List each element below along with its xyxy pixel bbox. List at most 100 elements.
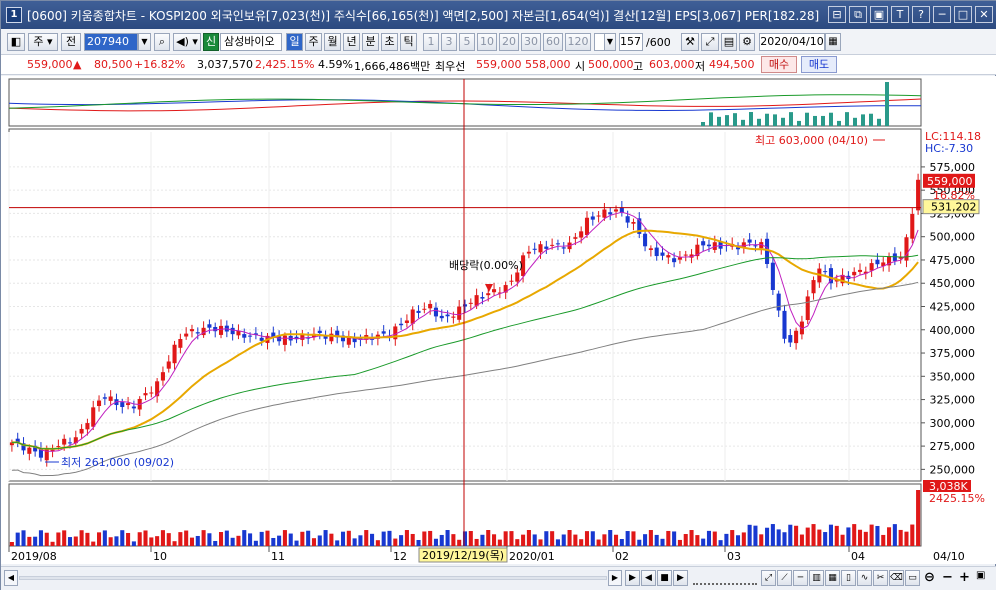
- candle-body[interactable]: [683, 254, 688, 256]
- candle-body[interactable]: [195, 332, 200, 334]
- candle-body[interactable]: [213, 326, 218, 332]
- volume-bar[interactable]: [102, 530, 107, 546]
- candle-body[interactable]: [21, 443, 26, 451]
- candle-body[interactable]: [317, 330, 322, 334]
- candle-body[interactable]: [613, 209, 619, 212]
- candle-body[interactable]: [457, 306, 462, 320]
- candle-body[interactable]: [823, 271, 828, 273]
- volume-bar[interactable]: [329, 533, 334, 546]
- candle-body[interactable]: [126, 403, 131, 406]
- candle-body[interactable]: [910, 213, 915, 239]
- volume-bar[interactable]: [654, 534, 659, 546]
- volume-bar[interactable]: [602, 534, 607, 546]
- volume-bar[interactable]: [718, 540, 723, 546]
- candle-body[interactable]: [538, 244, 543, 253]
- volume-bar[interactable]: [224, 530, 229, 546]
- stock-code-input[interactable]: 207940: [84, 33, 138, 51]
- candle-body[interactable]: [573, 237, 578, 239]
- candle-body[interactable]: [201, 327, 206, 336]
- candle-body[interactable]: [828, 268, 833, 284]
- candle-body[interactable]: [207, 324, 212, 328]
- gear-icon[interactable]: ⚙: [739, 33, 755, 51]
- volume-bar[interactable]: [892, 524, 897, 546]
- volume-bar[interactable]: [230, 537, 235, 546]
- candle-body[interactable]: [15, 438, 20, 443]
- volume-bar[interactable]: [422, 531, 427, 546]
- volume-bar[interactable]: [538, 539, 543, 546]
- volume-bar[interactable]: [370, 533, 375, 546]
- volume-bar[interactable]: [62, 530, 67, 546]
- volume-bar[interactable]: [695, 535, 700, 546]
- volume-bar[interactable]: [277, 535, 282, 546]
- volume-bar[interactable]: [27, 536, 32, 546]
- volume-bar[interactable]: [33, 536, 38, 546]
- volume-bar[interactable]: [474, 538, 479, 546]
- candle-body[interactable]: [579, 231, 584, 238]
- volume-bar[interactable]: [340, 531, 346, 546]
- volume-bar[interactable]: [660, 538, 665, 546]
- volume-bar[interactable]: [248, 533, 253, 546]
- volume-bar[interactable]: [910, 524, 915, 546]
- volume-bar[interactable]: [515, 539, 520, 546]
- candle-body[interactable]: [619, 207, 624, 213]
- candle-body[interactable]: [462, 304, 468, 307]
- calendar-icon[interactable]: ▦: [825, 33, 841, 51]
- candle-body[interactable]: [765, 238, 770, 264]
- candle-body[interactable]: [294, 336, 299, 340]
- wave-tool-icon[interactable]: ∿: [857, 570, 872, 586]
- candle-body[interactable]: [840, 274, 845, 284]
- volume-bar[interactable]: [265, 530, 270, 546]
- candle-body[interactable]: [178, 339, 183, 348]
- volume-bar[interactable]: [236, 535, 241, 546]
- candle-body[interactable]: [474, 295, 479, 306]
- volume-bar[interactable]: [79, 530, 84, 546]
- volume-bar[interactable]: [21, 530, 26, 546]
- close-icon[interactable]: ✕: [975, 6, 993, 23]
- volume-bar[interactable]: [619, 539, 624, 546]
- candle-body[interactable]: [172, 344, 177, 364]
- candle-body[interactable]: [857, 269, 863, 272]
- candle-body[interactable]: [102, 397, 107, 399]
- volume-bar[interactable]: [799, 534, 804, 546]
- volume-bar[interactable]: [352, 538, 357, 546]
- period-week-button[interactable]: 주: [305, 33, 322, 51]
- volume-bar[interactable]: [492, 534, 497, 546]
- scroll-left-icon[interactable]: ◀: [4, 570, 18, 586]
- interval-button[interactable]: 30: [521, 33, 541, 51]
- volume-bar[interactable]: [916, 490, 921, 546]
- volume-bar[interactable]: [735, 535, 741, 546]
- volume-bar[interactable]: [613, 534, 619, 546]
- volume-bar[interactable]: [782, 532, 787, 546]
- candle-body[interactable]: [428, 303, 433, 309]
- volume-bar[interactable]: [242, 530, 247, 546]
- volume-bar[interactable]: [457, 539, 462, 546]
- volume-bar[interactable]: [120, 530, 125, 546]
- volume-bar[interactable]: [85, 532, 90, 546]
- candle-body[interactable]: [91, 407, 96, 427]
- line-tool-icon[interactable]: ─: [793, 570, 808, 586]
- volume-bar[interactable]: [753, 525, 758, 546]
- volume-bar[interactable]: [143, 530, 148, 546]
- volume-bar[interactable]: [433, 538, 438, 546]
- trend-tool-icon[interactable]: ⟋: [777, 570, 792, 586]
- candle-body[interactable]: [335, 330, 340, 338]
- candle-body[interactable]: [155, 381, 160, 397]
- volume-bar[interactable]: [195, 535, 200, 546]
- candle-body[interactable]: [230, 327, 235, 335]
- date-input[interactable]: 2020/04/10: [759, 33, 825, 51]
- volume-bar[interactable]: [509, 531, 514, 546]
- volume-bar[interactable]: [701, 538, 706, 546]
- save-icon[interactable]: ▤: [721, 33, 737, 51]
- zoom-reset-icon[interactable]: ⊖: [924, 570, 935, 585]
- volume-bar[interactable]: [823, 532, 828, 546]
- candle-body[interactable]: [79, 428, 84, 434]
- volume-bar[interactable]: [724, 533, 729, 546]
- volume-bar[interactable]: [15, 532, 20, 546]
- volume-bar[interactable]: [73, 536, 78, 546]
- candle-body[interactable]: [881, 262, 886, 267]
- candle-body[interactable]: [590, 216, 595, 220]
- candle-body[interactable]: [300, 333, 305, 340]
- candle-body[interactable]: [340, 335, 346, 342]
- bar-count-input[interactable]: 157: [619, 33, 643, 51]
- volume-bar[interactable]: [544, 531, 549, 546]
